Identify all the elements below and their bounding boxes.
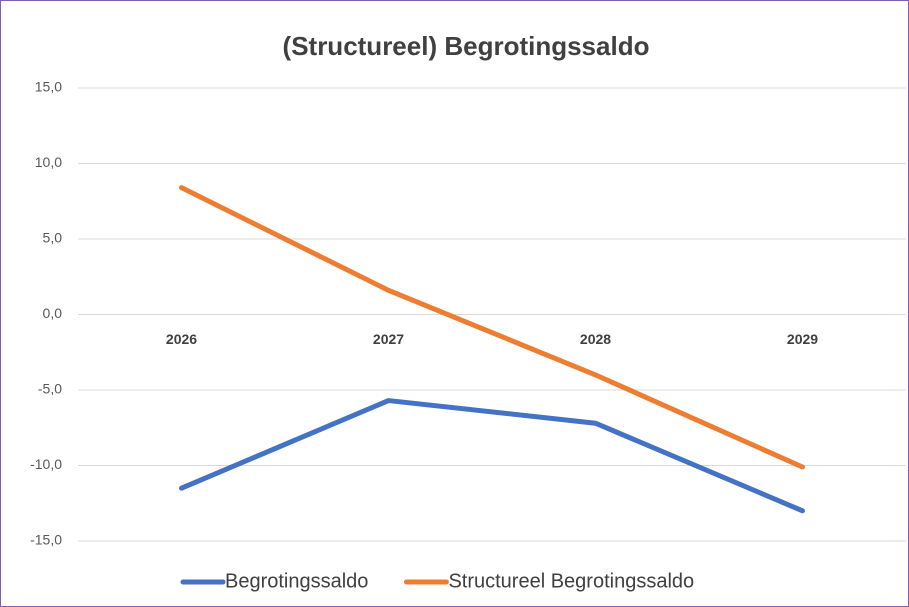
- y-tick-label: 10,0: [35, 154, 62, 170]
- y-tick-label: 15,0: [35, 79, 62, 95]
- y-tick-label: -5,0: [38, 381, 62, 397]
- legend-label: Structureel Begrotingssaldo: [448, 570, 694, 592]
- x-tick-label: 2029: [787, 331, 818, 347]
- x-tick-label: 2026: [166, 331, 197, 347]
- y-tick-label: -15,0: [30, 532, 62, 548]
- x-tick-label: 2027: [373, 331, 404, 347]
- y-tick-label: 0,0: [43, 305, 63, 321]
- series-line: [179, 398, 805, 514]
- series-line: [179, 185, 805, 470]
- chart-title: (Structureel) Begrotingssaldo: [283, 31, 650, 61]
- y-tick-label: 5,0: [43, 230, 63, 246]
- y-tick-label: -10,0: [30, 456, 62, 472]
- x-tick-label: 2028: [580, 331, 611, 347]
- legend-label: Begrotingssaldo: [225, 570, 368, 592]
